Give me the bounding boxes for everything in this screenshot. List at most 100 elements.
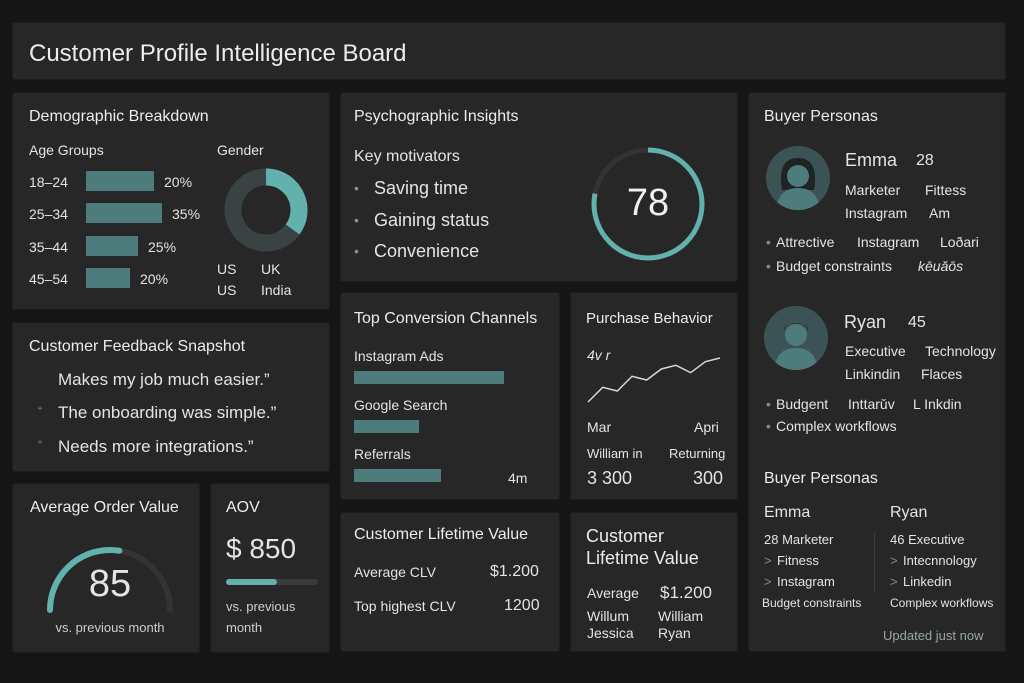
persona-avatar-ryan [764, 306, 828, 370]
motivator-item: Convenience [374, 241, 480, 261]
clv-row-label: Top highest CLV [354, 598, 456, 614]
bullet-dot: • [766, 258, 771, 274]
persona-avatar-emma [766, 146, 830, 210]
persona-trait: Budget constraints [776, 258, 892, 274]
clv-name: Willum [587, 608, 629, 624]
gender-donut [224, 168, 308, 252]
persona-trait: Budgent [776, 396, 829, 412]
feedback-panel: Customer Feedback Snapshot Makes my job … [12, 322, 330, 472]
chevron-right-icon: > [764, 574, 772, 589]
bullet-dot: • [354, 180, 359, 196]
persona-trait: Loðari [940, 234, 979, 250]
chart-label: 4v r [587, 347, 611, 363]
aov-title: AOV [226, 499, 260, 516]
personas-summary-title: Buyer Personas [764, 470, 878, 487]
bullet-dot: • [766, 396, 771, 412]
channels-title: Top Conversion Channels [354, 310, 538, 327]
persona-tag: Executive [845, 343, 906, 359]
aov-gauge-title: Average Order Value [30, 499, 179, 516]
location-label: US [217, 261, 237, 277]
x-axis-start: Mar [587, 419, 612, 435]
body-shape [774, 348, 818, 370]
clv-avg-value: $1.200 [660, 583, 712, 602]
persona-tag: Technology [925, 343, 996, 359]
channel-bar [354, 420, 419, 433]
age-label: 25–34 [29, 206, 68, 222]
persona-trait: Attrective [776, 234, 835, 250]
channels-panel: Top Conversion Channels Instagram Ads Go… [340, 292, 560, 500]
persona-name: Emma [845, 150, 898, 170]
gender-label: Gender [217, 142, 264, 158]
updated-timestamp: Updated just now [883, 628, 984, 643]
feedback-quote: Makes my job much easier.” [58, 370, 270, 389]
metric-label: William in [587, 446, 643, 461]
age-label: 45–54 [29, 271, 68, 287]
gauge-arc [591, 147, 705, 261]
demographic-panel: Demographic Breakdown Age Groups Gender … [12, 92, 330, 310]
summary-note: Complex workflows [890, 596, 994, 610]
summary-line: 28 Marketer [764, 532, 834, 547]
age-bar [86, 268, 130, 288]
clv-names-panel: Customer Lifetime Value Average $1.200 W… [570, 512, 738, 652]
psychographic-panel: Psychographic Insights Key motivators • … [340, 92, 738, 282]
summary-name: Emma [764, 504, 811, 521]
metric-label: Returning [669, 446, 726, 461]
summary-name: Ryan [890, 504, 928, 521]
gauge-arc [47, 547, 173, 613]
metric-value: 3 300 [587, 468, 633, 488]
chevron-right-icon: > [890, 553, 898, 568]
page-title: Customer Profile Intelligence Board [29, 40, 407, 67]
location-label: India [261, 282, 292, 298]
aov-panel: AOV $ 850 vs. previous month [210, 483, 330, 653]
face-shape [787, 165, 809, 187]
aov-gauge-panel: Average Order Value 85 vs. previous mont… [12, 483, 200, 653]
persona-age: 45 [908, 314, 926, 331]
motivators-label: Key motivators [354, 148, 460, 165]
persona-trait: Complex workflows [776, 418, 897, 434]
summary-line: 46 Executive [890, 532, 965, 547]
aov-bar-track [226, 579, 318, 585]
clv-row-label: Average CLV [354, 564, 436, 580]
persona-trait: kēuǎōs [918, 258, 964, 274]
personas-title: Buyer Personas [764, 108, 878, 125]
channel-bar [354, 469, 441, 482]
clv-name: Jessica [587, 625, 634, 641]
location-label: US [217, 282, 237, 298]
bullet-dot: • [354, 243, 359, 259]
age-value: 20% [164, 174, 193, 190]
location-label: UK [261, 261, 281, 277]
channel-label: Instagram Ads [354, 348, 444, 364]
purchase-title: Purchase Behavior [586, 310, 713, 327]
clv-title: Customer Lifetime Value [354, 526, 528, 543]
metric-value: 300 [693, 468, 724, 488]
quote-icon: “ [38, 438, 42, 452]
aov-caption: month [226, 620, 263, 635]
aov-bar-fill [226, 579, 277, 585]
age-label: 35–44 [29, 239, 68, 255]
persona-age: 28 [916, 152, 934, 169]
age-value: 20% [140, 271, 169, 287]
summary-item: Instagram [777, 574, 835, 589]
aov-gauge-value: 85 [88, 563, 132, 605]
aov-gauge-caption: vs. previous month [55, 620, 165, 635]
motivator-item: Saving time [374, 178, 469, 198]
age-groups-label: Age Groups [29, 142, 104, 158]
clv-avg-label: Average [587, 585, 639, 601]
x-axis-end: Apri [694, 419, 719, 435]
feedback-quote: The onboarding was simple.” [58, 403, 277, 422]
aov-gauge [47, 547, 173, 613]
clv-panel: Customer Lifetime Value Average CLV $1.2… [340, 512, 560, 652]
aov-caption: vs. previous [226, 599, 296, 614]
feedback-quote: Needs more integrations.” [58, 437, 254, 456]
clv-name: William [658, 608, 704, 624]
persona-trait: Inttarǔv [848, 396, 895, 412]
channel-label: Referrals [354, 446, 411, 462]
score-gauge [591, 147, 705, 261]
demographic-title: Demographic Breakdown [29, 108, 209, 125]
persona-tag: Fittess [925, 182, 967, 198]
purchase-line-chart [587, 357, 721, 403]
persona-tag: Instagram [845, 205, 908, 221]
persona-name: Ryan [844, 312, 887, 332]
clv-row-value: 1200 [504, 597, 540, 614]
bullet-dot: • [766, 418, 771, 434]
